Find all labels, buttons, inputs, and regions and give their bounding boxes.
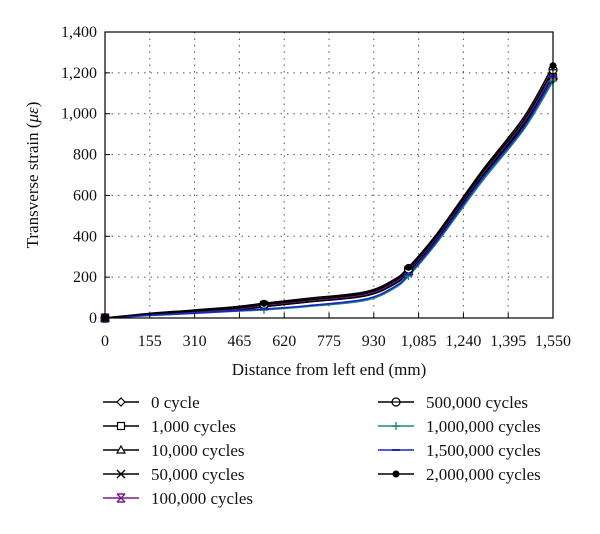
y-tick-label: 200	[73, 269, 97, 286]
series-lines	[104, 65, 554, 319]
legend-item: 1,000,000 cycles	[378, 417, 541, 436]
legend-label: 2,000,000 cycles	[426, 465, 541, 484]
grid-lines	[105, 32, 553, 318]
x-tick-label: 310	[183, 333, 207, 350]
series-marker	[392, 422, 400, 430]
y-axis-label-suffix: )	[23, 102, 42, 108]
x-tick-label: 1,395	[490, 333, 526, 350]
x-tick-label: 1,085	[401, 333, 437, 350]
x-tick-label: 0	[101, 333, 109, 350]
y-axis-label-unit: με	[23, 107, 42, 124]
legend-label: 100,000 cycles	[151, 489, 253, 508]
series-marker	[260, 299, 268, 307]
y-tick-label: 0	[89, 310, 97, 327]
legend-item: 1,500,000 cycles	[378, 441, 541, 460]
legend-label: 0 cycle	[151, 393, 200, 412]
y-tick-label: 1,400	[61, 24, 97, 41]
x-axis-label: Distance from left end (mm)	[232, 360, 427, 379]
series-marker	[404, 263, 412, 271]
series-marker	[116, 469, 126, 479]
series-line	[104, 75, 554, 319]
x-tick-label: 930	[362, 333, 386, 350]
legend-item: 50,000 cycles	[103, 465, 244, 484]
x-tick-label: 465	[227, 333, 251, 350]
x-tick-label: 155	[138, 333, 162, 350]
series-marker	[392, 470, 400, 478]
series-line	[104, 65, 554, 319]
legend-item: 0 cycle	[103, 393, 200, 412]
y-tick-label: 600	[73, 187, 97, 204]
x-tick-label: 1,240	[445, 333, 481, 350]
y-axis-label: Transverse strain (με)	[23, 102, 42, 249]
y-tick-label: 1,000	[61, 106, 97, 123]
legend-label: 1,000 cycles	[151, 417, 236, 436]
legend-label: 10,000 cycles	[151, 441, 244, 460]
series-line	[104, 76, 554, 319]
series-marker	[115, 444, 127, 454]
y-axis-label-prefix: Transverse strain (	[23, 122, 42, 248]
x-tick-label: 1,550	[535, 333, 571, 350]
legend-item: 500,000 cycles	[378, 393, 528, 412]
series-marker	[116, 493, 126, 503]
series-marker	[116, 397, 126, 407]
series-line	[104, 76, 554, 319]
legend-label: 1,500,000 cycles	[426, 441, 541, 460]
legend: 0 cycle 1,000 cycles 10,000 cycles 50,000 c…	[103, 393, 541, 508]
series-marker	[404, 272, 413, 281]
y-tick-label: 800	[73, 147, 97, 164]
legend-label: 500,000 cycles	[426, 393, 528, 412]
x-tick-label: 775	[317, 333, 341, 350]
legend-label: 1,000,000 cycles	[426, 417, 541, 436]
legend-item: 2,000,000 cycles	[378, 465, 541, 484]
series-line	[104, 78, 554, 319]
series-marker	[391, 397, 401, 407]
legend-item: 100,000 cycles	[103, 489, 253, 508]
legend-item: 1,000 cycles	[103, 417, 236, 436]
series-marker	[116, 421, 126, 431]
series-line	[104, 69, 554, 319]
y-tick-label: 1,200	[61, 65, 97, 82]
x-axis-ticks: 0 155 310 465 620 775 930 1,085 1,240 1,395 1,550	[101, 313, 571, 350]
series-markers	[99, 62, 559, 323]
y-axis-ticks: 0 200 400 600 800 1,000 1,200 1,400	[61, 24, 110, 327]
y-tick-label: 400	[73, 228, 97, 245]
legend-label: 50,000 cycles	[151, 465, 244, 484]
legend-item: 10,000 cycles	[103, 441, 244, 460]
x-tick-label: 620	[272, 333, 296, 350]
